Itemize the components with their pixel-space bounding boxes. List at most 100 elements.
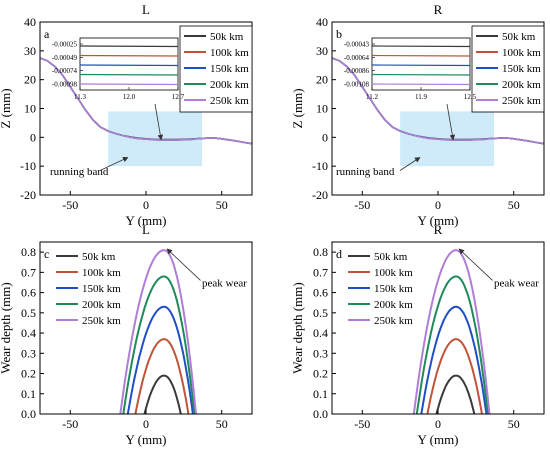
inset-line-5 (371, 83, 471, 86)
inset-line-3 (371, 64, 471, 67)
inset-line-4 (79, 73, 179, 76)
plot-frame (39, 241, 253, 415)
wear-line-1 (143, 374, 182, 415)
wear-line-5 (119, 249, 197, 415)
x-tick-label: 50 (216, 417, 228, 431)
y-axis-label: Wear depth (mm) (0, 282, 13, 373)
legend-entry: 200k km (210, 79, 249, 91)
inset-x-tick-label: 11.9 (415, 93, 427, 101)
inset-x-tick-label: 12.5 (464, 93, 477, 101)
inset-x-tick-label: 11.3 (74, 93, 86, 101)
y-tick-label: 0 (322, 130, 328, 144)
panel-letter: a (44, 27, 50, 41)
legend-entry: 50k km (374, 251, 408, 263)
panel-letter: b (336, 27, 342, 41)
y-tick-label: 20 (24, 73, 36, 87)
y-tick-label: 0.0 (21, 407, 36, 421)
y-tick-label: 10 (24, 102, 36, 116)
inset-y-tick-label: -0.00098 (52, 81, 78, 89)
legend-entry: 100k km (210, 47, 249, 59)
y-tick-label: 40 (316, 15, 328, 29)
panel-title: L (142, 222, 150, 237)
inset: -0.00043 -0.00064 -0.00086 -0.00108 11.2 11.9… (344, 37, 477, 101)
y-tick-label: 0.1 (313, 387, 328, 401)
y-tick-label: 0 (30, 130, 36, 144)
legend-entry: 250k km (502, 95, 541, 107)
x-axis-label: Y (mm) (417, 432, 458, 447)
inset-y-tick-label: -0.00086 (344, 67, 370, 75)
y-tick-label: 0.4 (313, 326, 328, 340)
inset: -0.00025 -0.00049 -0.00074 -0.00098 11.3 12.0… (52, 37, 185, 101)
inset-y-tick-label: -0.00049 (52, 54, 78, 62)
x-tick-label: -50 (354, 417, 370, 431)
y-tick-label: 0.6 (21, 286, 36, 300)
y-tick-label: 0.1 (21, 387, 36, 401)
inset-x-tick-label: 12.0 (123, 93, 136, 101)
x-axis-label: Y (mm) (417, 213, 458, 228)
x-tick-label: 50 (508, 198, 520, 212)
legend: 50k km 100k km 150k km 200k km 250k km (348, 251, 413, 327)
y-tick-label: 0.5 (21, 306, 36, 320)
legend-entry: 250k km (210, 95, 249, 107)
inset-line-1 (79, 45, 179, 48)
y-tick-label: 0.7 (21, 265, 36, 279)
inset-arrow (154, 103, 164, 141)
legend-entry: 50k km (82, 251, 116, 263)
x-tick-label: -50 (62, 198, 78, 212)
y-tick-label: -20 (312, 188, 328, 202)
panel-letter: d (336, 247, 342, 261)
legend-entry: 100k km (502, 47, 541, 59)
legend-entry: 50k km (502, 31, 536, 43)
y-tick-label: 0.2 (21, 367, 36, 381)
wear-line-2 (426, 338, 483, 415)
x-axis-label: Y (mm) (125, 213, 166, 228)
x-tick-label: 50 (216, 198, 228, 212)
panel-title: R (434, 2, 443, 17)
wear-line-5 (412, 249, 491, 415)
y-tick-label: 0.5 (313, 306, 328, 320)
y-tick-label: 40 (24, 15, 36, 29)
y-axis-label: Z (mm) (290, 88, 305, 128)
legend-entry: 250k km (82, 315, 121, 327)
wear-line-4 (415, 275, 489, 415)
x-axis-label: Y (mm) (125, 432, 166, 447)
running-band-arrow (399, 157, 421, 171)
legend-entry: 100k km (374, 267, 413, 279)
inset-x-tick-label: 11.2 (366, 93, 378, 101)
wear-line-4 (122, 275, 196, 415)
x-tick-label: 0 (435, 198, 441, 212)
wear-line-2 (134, 338, 190, 415)
profile-line-5 (39, 57, 253, 145)
legend-entry: 150k km (374, 283, 413, 295)
legend-entry: 250k km (374, 315, 413, 327)
legend-entry: 150k km (82, 283, 121, 295)
panel-letter: c (44, 247, 49, 261)
wear-line-3 (420, 305, 488, 415)
legend-entry: 150k km (502, 63, 541, 75)
inset-line-3 (79, 64, 179, 67)
y-tick-label: 0.3 (21, 346, 36, 360)
inset-line-2 (371, 54, 471, 57)
legend-entry: 50k km (210, 31, 244, 43)
legend-entry: 200k km (374, 299, 413, 311)
x-tick-label: 0 (143, 198, 149, 212)
y-tick-label: -20 (20, 188, 36, 202)
x-tick-label: 50 (508, 417, 520, 431)
inset-y-tick-label: -0.00043 (344, 41, 370, 49)
x-tick-label: 0 (435, 417, 441, 431)
inset-y-tick-label: -0.00025 (52, 41, 78, 49)
y-tick-label: 0.7 (313, 265, 328, 279)
inset-line-2 (79, 54, 179, 57)
inset-line-1 (371, 45, 471, 48)
y-tick-label: 0.0 (313, 407, 328, 421)
legend-entry: 200k km (82, 299, 121, 311)
y-tick-label: -10 (20, 159, 36, 173)
inset-x-tick-label: 12.7 (172, 93, 185, 101)
wear-line-3 (126, 305, 194, 415)
y-tick-label: 0.8 (21, 245, 36, 259)
legend-entry: 150k km (210, 63, 249, 75)
y-tick-label: -10 (312, 159, 328, 173)
